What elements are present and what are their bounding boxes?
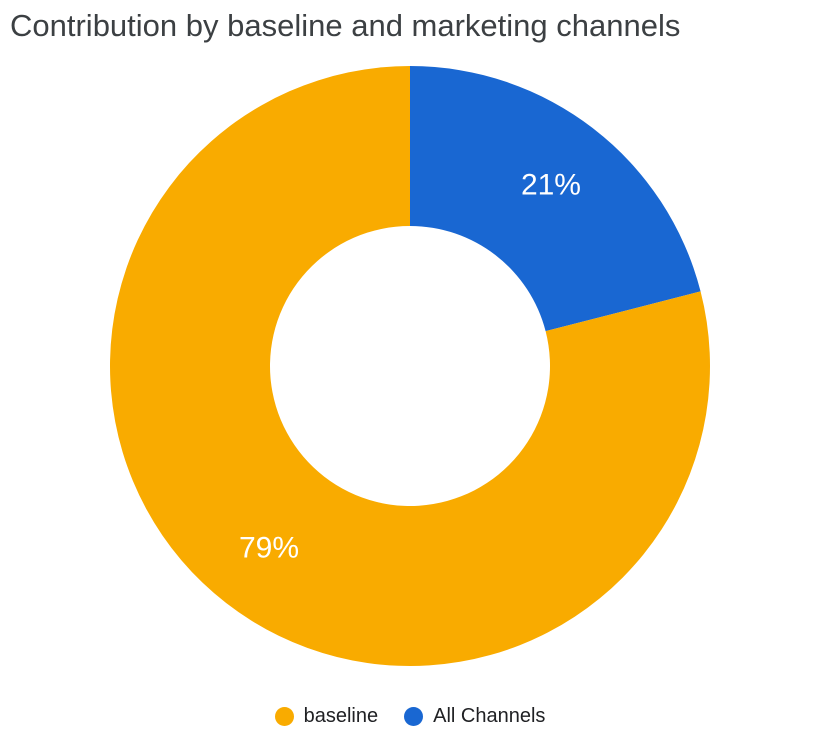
legend-item-baseline[interactable]: baseline: [274, 705, 379, 728]
legend-swatch-all-channels: [404, 707, 424, 726]
legend-item-all-channels[interactable]: All Channels: [404, 705, 545, 728]
slice-all-channels[interactable]: [410, 66, 701, 332]
slice-baseline[interactable]: [110, 66, 711, 666]
legend: baseline All Channels: [0, 705, 820, 728]
data-label-baseline: 79%: [239, 532, 299, 565]
chart-title: Contribution by baseline and marketing c…: [10, 8, 681, 43]
legend-label-all-channels: All Channels: [433, 705, 546, 727]
donut-chart: 21% 79%: [110, 66, 711, 666]
legend-swatch-baseline: [274, 707, 294, 726]
data-label-all-channels: 21%: [521, 168, 581, 201]
legend-label-baseline: baseline: [303, 705, 379, 727]
